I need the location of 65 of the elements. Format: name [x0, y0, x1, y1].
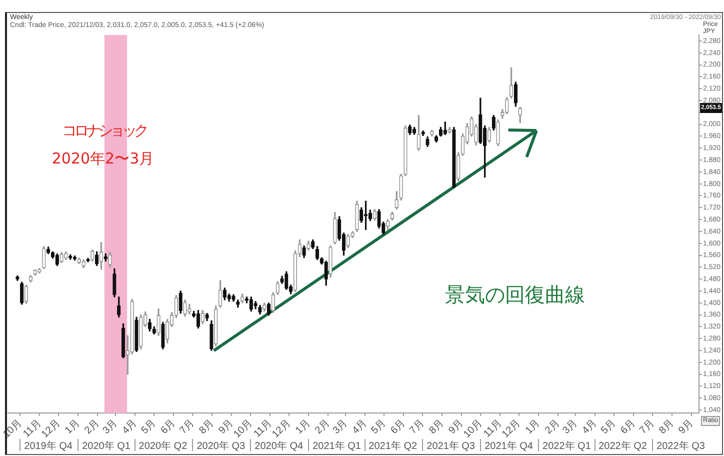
x-tick-label: 4月 [350, 418, 370, 436]
candlestick [94, 251, 99, 266]
x-tick-label: 10月 [462, 418, 484, 440]
x-tick-label: 5月 [369, 418, 388, 436]
x-tick-label: 7月 [178, 418, 197, 436]
x-tick-label: 1月 [524, 418, 542, 436]
x-tick-label: 12月 [40, 418, 62, 440]
candlestick [72, 256, 77, 261]
x-tick-label: 3月 [330, 418, 350, 436]
candlestick [390, 212, 394, 220]
candlestick [315, 246, 320, 260]
candlestick [24, 284, 28, 304]
x2-tick-label: 2020年 Q3 [196, 440, 246, 452]
x2-tick-label: 2021年 Q4 [484, 440, 534, 452]
x2-tick-label: 2020年 Q4 [254, 440, 304, 452]
x-tick-label: 4月 [580, 418, 600, 436]
annotation: 景気の回復曲線 [445, 282, 585, 306]
candlestick [487, 126, 492, 142]
x2-tick-label: 2021年 Q2 [368, 440, 418, 452]
x2-tick-label: 2021年 Q1 [312, 440, 362, 452]
x2-tick-label: 2020年 Q1 [82, 440, 131, 452]
candlestick [509, 67, 514, 98]
x-tick-label: 6月 [388, 418, 408, 436]
annotation: 2020年2〜3月 [52, 149, 154, 168]
candlestick [412, 126, 416, 135]
candlestick [148, 318, 152, 332]
x-tick-label: 2月 [543, 418, 562, 436]
x-tick-label: 4月 [120, 418, 140, 436]
x-tick-label: 8月 [427, 418, 446, 436]
x2-tick-label: 2022年 Q2 [598, 440, 648, 452]
x-tick-label: 2月 [313, 418, 332, 436]
candlestick [99, 242, 104, 270]
candlestick [121, 323, 126, 358]
x2-tick-label: 2021年 Q3 [426, 440, 476, 452]
x-tick-label: 12月 [270, 418, 293, 440]
x-tick-label: 6月 [158, 418, 178, 436]
candlestick [271, 292, 276, 313]
candlestick [218, 280, 222, 308]
x-tick-label: 7月 [638, 418, 656, 436]
x-tick-label: 5月 [139, 418, 158, 436]
candlestick [196, 310, 200, 329]
x2-tick-label: 2019年 Q4 [24, 440, 73, 452]
x-tick-label: 9月 [676, 418, 696, 436]
candlestick [438, 126, 443, 137]
candlestick [416, 115, 421, 151]
x-tick-label: 1月 [63, 418, 82, 436]
x2-tick-label: 2022年 Q3 [656, 440, 706, 452]
candlestick [266, 302, 271, 316]
x-tick-label: 3月 [560, 418, 580, 436]
x-tick-label: 1月 [294, 418, 313, 436]
x-tick-label: 10月 [232, 418, 255, 440]
x-tick-label: 12月 [500, 418, 523, 440]
x-tick-label: 8月 [657, 418, 676, 436]
x2-tick-label: 2022年 Q1 [542, 440, 592, 452]
x-tick-label: 7月 [408, 418, 427, 436]
x-tick-label: 2月 [82, 418, 102, 436]
x2-tick-label: 2020年 Q2 [138, 440, 188, 452]
annotation: コロナショック [62, 121, 146, 140]
x-tick-label: 5月 [599, 418, 618, 436]
candlestick [514, 82, 518, 107]
x-tick-label: 8月 [197, 418, 216, 436]
x-tick-label: 6月 [618, 418, 638, 436]
candlestick [364, 200, 368, 230]
x-tick-label: 3月 [100, 418, 120, 436]
candlestick [222, 288, 227, 300]
